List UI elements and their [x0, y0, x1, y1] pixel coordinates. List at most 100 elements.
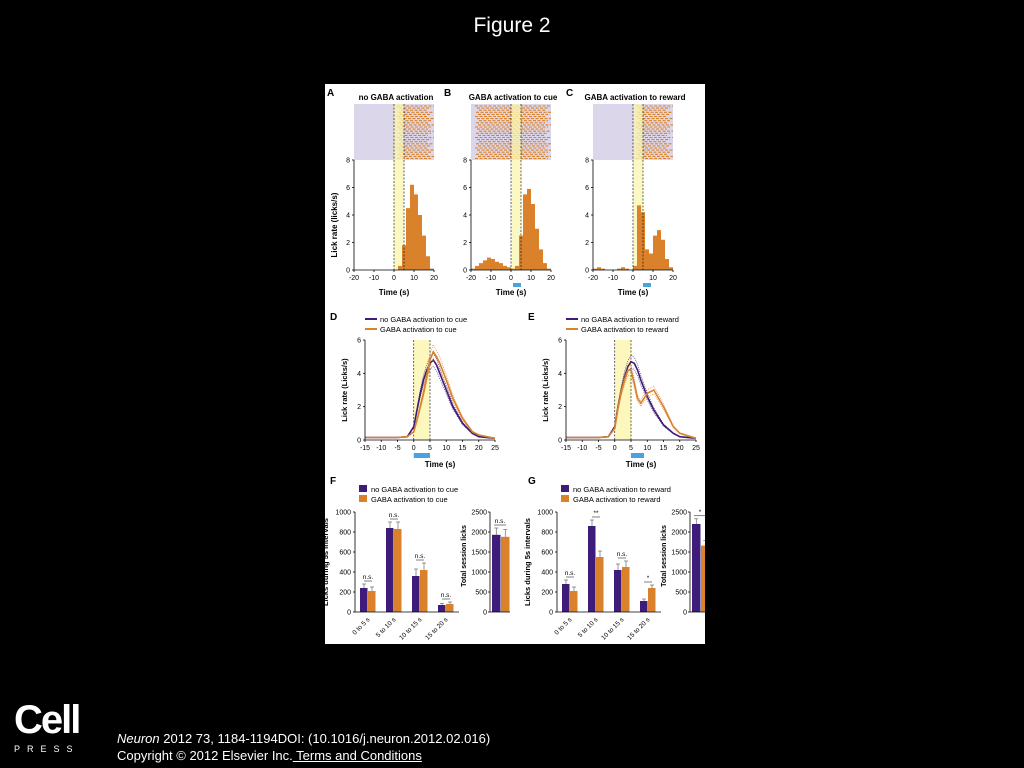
panel-c-bar: [601, 268, 605, 270]
panel-a-bar: [402, 245, 406, 270]
panel-f-total-bar: [492, 534, 501, 612]
panel-c-stim-bar: [643, 283, 651, 287]
panel-g-y-tick-label: 0: [549, 610, 553, 617]
panel-b-bar: [479, 263, 483, 270]
panel-d-letter: D: [330, 312, 337, 323]
panel-f-legend-swatch: [359, 495, 367, 502]
panel-c-bar: [637, 205, 641, 270]
panel-g-sig-label: *: [647, 575, 650, 582]
panel-a-x-tick-label: 20: [430, 275, 438, 282]
panel-a-bar: [398, 265, 402, 270]
panel-d-y-tick-label: 0: [357, 438, 361, 445]
panel-b-y-tick-label: 0: [463, 268, 467, 275]
panel-e-x-tick-label: -10: [577, 445, 587, 452]
panel-f-total-y-tick-label: 1500: [471, 550, 487, 557]
panel-a-bar: [418, 215, 422, 270]
panel-f-y-label: Licks during 5s intervals: [325, 518, 330, 606]
panel-f-bar: [394, 529, 402, 612]
panel-g-category-label: 15 to 20 s: [626, 616, 652, 642]
panel-g-total-y-tick-label: 0: [683, 610, 687, 617]
panel-b-bar: [499, 263, 503, 270]
panel-e-legend-label: GABA activation to reward: [581, 325, 669, 334]
panel-b-cue-window: [511, 104, 521, 270]
panel-e-series-line: [566, 369, 697, 440]
panel-f-total-y-tick-label: 2000: [471, 530, 487, 537]
panel-c-bar: [633, 265, 637, 270]
panel-c-y-tick-label: 4: [585, 213, 589, 220]
panel-f-total-sig-label: n.s.: [495, 518, 506, 525]
panel-d-x-tick-label: -15: [360, 445, 370, 452]
panel-f-bar: [412, 576, 420, 612]
panel-c-bar: [665, 259, 669, 270]
panel-b-bar: [515, 265, 519, 270]
panel-d-y-tick-label: 2: [357, 404, 361, 411]
panel-f-bar: [438, 605, 446, 612]
panel-g-legend-label: no GABA activation to reward: [573, 485, 671, 494]
panel-b-bar: [507, 267, 511, 270]
panel-g-total-y-tick-label: 1000: [671, 570, 687, 577]
panel-g-total-y-label: Total session licks: [661, 525, 668, 587]
panel-b-bar: [503, 265, 507, 270]
panel-a-y-tick-label: 0: [346, 268, 350, 275]
panel-c-bar: [597, 267, 601, 270]
panel-c-x-tick-label: 0: [631, 275, 635, 282]
panel-d-legend-label: no GABA activation to cue: [380, 315, 467, 324]
panel-c-x-tick-label: -20: [588, 275, 598, 282]
panel-c-y-tick-label: 8: [585, 158, 589, 165]
panel-b-bar: [527, 188, 531, 270]
copyright: Copyright © 2012 Elsevier Inc. Terms and…: [117, 748, 422, 763]
panel-g-total-sig-label: *: [699, 509, 702, 516]
panel-g-y-tick-label: 200: [541, 590, 553, 597]
panel-e-stim-bar: [631, 453, 644, 458]
panel-f-y-tick-label: 200: [339, 590, 351, 597]
panel-g-total-bar: [692, 524, 701, 612]
panel-g-bar: [588, 526, 596, 612]
panel-d-series-line: [365, 349, 496, 440]
panel-b-x-tick-label: -20: [466, 275, 476, 282]
panel-b-bar: [547, 268, 551, 270]
panel-e-letter: E: [528, 312, 535, 323]
panel-a-x-label: Time (s): [379, 288, 410, 297]
panel-g-legend-swatch: [561, 495, 569, 502]
panel-b-bar: [475, 265, 479, 270]
panel-c-bar: [649, 253, 653, 270]
panel-f-bar: [446, 604, 454, 612]
panel-b-x-tick-label: -10: [486, 275, 496, 282]
panel-a-bar: [430, 268, 434, 270]
panel-c-bar: [617, 268, 621, 270]
panel-a-y-tick-label: 4: [346, 213, 350, 220]
panel-d-x-tick-label: 20: [475, 445, 483, 452]
panel-g-y-tick-label: 600: [541, 550, 553, 557]
panel-b-bar: [491, 259, 495, 270]
terms-and-conditions-link[interactable]: Terms and Conditions: [292, 748, 422, 763]
panel-d-x-label: Time (s): [425, 460, 456, 469]
panel-e-y-tick-label: 6: [558, 338, 562, 345]
panel-f-bar: [386, 528, 394, 612]
panel-d-x-tick-label: -10: [376, 445, 386, 452]
panel-f-category-label: 5 to 10 s: [375, 616, 398, 639]
panel-g-legend-label: GABA activation to reward: [573, 495, 661, 504]
panel-b-bar: [535, 228, 539, 270]
panel-c-letter: C: [566, 88, 573, 99]
panel-b-bar: [523, 194, 527, 270]
panel-c-x-label: Time (s): [618, 288, 649, 297]
panel-c-title: GABA activation to reward: [584, 93, 685, 102]
panel-f-y-tick-label: 1000: [335, 510, 351, 517]
panel-a-bar: [426, 256, 430, 270]
panel-a-x-tick-label: -20: [349, 275, 359, 282]
panel-e-legend-label: no GABA activation to reward: [581, 315, 679, 324]
panel-b-bar: [495, 261, 499, 270]
panel-f-total-bar: [501, 536, 510, 612]
panel-c-x-tick-label: 10: [649, 275, 657, 282]
panel-f-total-y-tick-label: 1000: [471, 570, 487, 577]
panel-b-bar: [531, 204, 535, 270]
cell-logo-word: Cell: [14, 698, 81, 742]
panel-a-y-tick-label: 8: [346, 158, 350, 165]
panel-f-bar: [368, 591, 376, 612]
panel-b-bar: [539, 249, 543, 270]
panel-g-category-label: 10 to 15 s: [600, 616, 626, 642]
panel-g-total-bar: [701, 545, 705, 612]
panel-d-legend-label: GABA activation to cue: [380, 325, 457, 334]
